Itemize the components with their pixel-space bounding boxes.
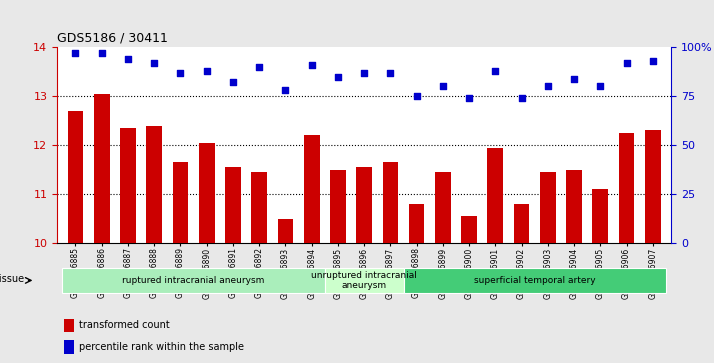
Point <box>149 60 160 66</box>
Bar <box>251 172 267 243</box>
Point <box>70 50 81 56</box>
Bar <box>488 148 503 243</box>
Point <box>227 79 238 85</box>
Bar <box>225 167 241 243</box>
Point <box>516 95 528 101</box>
Bar <box>173 162 188 243</box>
Point <box>437 83 448 89</box>
Bar <box>198 143 215 243</box>
Point <box>595 83 606 89</box>
Point <box>96 50 107 56</box>
Text: percentile rank within the sample: percentile rank within the sample <box>79 342 244 352</box>
Bar <box>120 128 136 243</box>
Point <box>201 68 212 74</box>
Text: transformed count: transformed count <box>79 321 170 330</box>
Point <box>280 87 291 93</box>
Bar <box>146 126 162 243</box>
Bar <box>461 216 477 243</box>
Text: GDS5186 / 30411: GDS5186 / 30411 <box>57 32 168 45</box>
Point <box>490 68 501 74</box>
Point <box>175 70 186 76</box>
Bar <box>540 172 555 243</box>
Text: ruptured intracranial aneurysm: ruptured intracranial aneurysm <box>122 276 265 285</box>
Bar <box>593 189 608 243</box>
Bar <box>356 167 372 243</box>
Point <box>621 60 633 66</box>
Text: unruptured intracranial
aneurysm: unruptured intracranial aneurysm <box>311 271 417 290</box>
Bar <box>408 204 425 243</box>
Point <box>306 62 317 68</box>
Point <box>542 83 553 89</box>
Bar <box>64 340 74 354</box>
Bar <box>278 219 293 243</box>
Point <box>253 64 265 70</box>
Point <box>647 58 658 64</box>
Bar <box>435 172 451 243</box>
Point <box>332 74 343 79</box>
Text: superficial temporal artery: superficial temporal artery <box>474 276 595 285</box>
Point <box>358 70 370 76</box>
Bar <box>64 319 74 332</box>
FancyBboxPatch shape <box>62 268 325 293</box>
Text: tissue: tissue <box>0 274 24 284</box>
Bar <box>513 204 530 243</box>
Point <box>411 93 423 99</box>
Bar <box>68 111 84 243</box>
Bar <box>618 133 635 243</box>
Bar <box>330 170 346 243</box>
Point <box>463 95 475 101</box>
Bar <box>94 94 110 243</box>
Point <box>385 70 396 76</box>
Bar <box>383 162 398 243</box>
FancyBboxPatch shape <box>325 268 403 293</box>
Bar <box>645 130 660 243</box>
Bar <box>566 170 582 243</box>
Point <box>122 56 134 62</box>
FancyBboxPatch shape <box>403 268 666 293</box>
Point <box>568 76 580 81</box>
Bar <box>303 135 320 243</box>
